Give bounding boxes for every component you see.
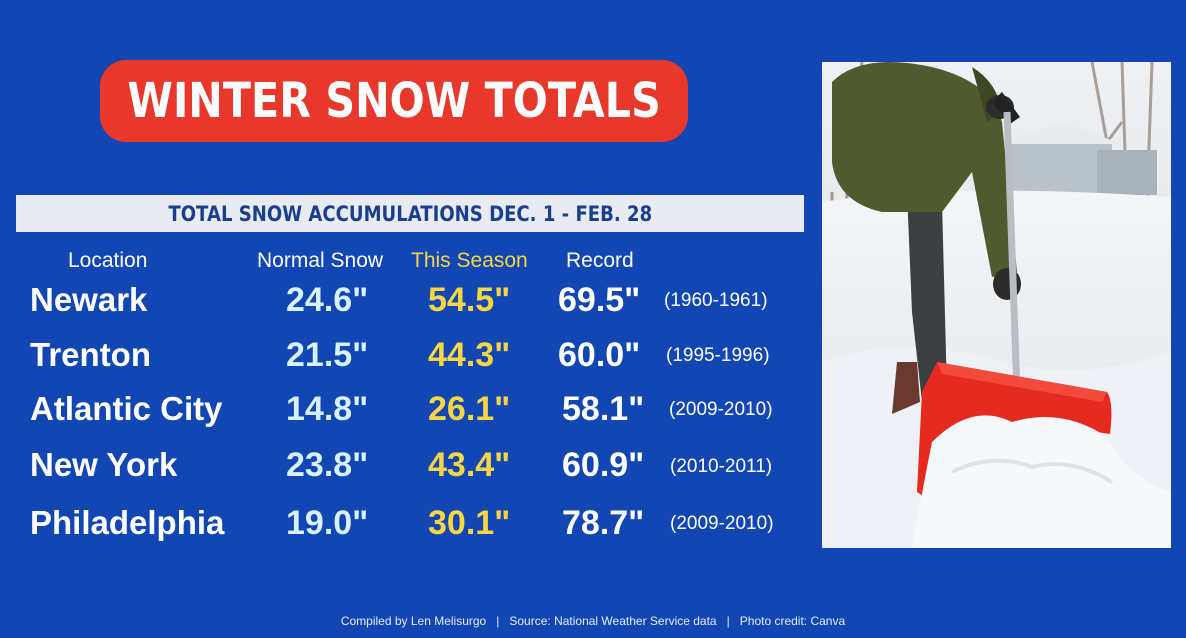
row-years: (2009-2010) (669, 399, 773, 420)
header-normal-snow: Normal Snow (257, 249, 384, 272)
row-years: (2010-2011) (670, 456, 773, 477)
subtitle: TOTAL SNOW ACCUMULATIONS DEC. 1 - FEB. 2… (168, 201, 652, 226)
row-years: (1960-1961) (664, 290, 768, 311)
row-normal: 14.8" (286, 390, 369, 428)
row-location: Philadelphia (30, 504, 225, 541)
header-record: Record (566, 249, 634, 272)
footer-source: Source: National Weather Service data (509, 614, 717, 628)
row-normal: 23.8" (286, 446, 369, 484)
row-record: 69.5" (558, 281, 641, 319)
header-location: Location (68, 249, 148, 272)
table-row: Trenton 21.5" 44.3" 60.0" (0, 336, 810, 388)
row-location: Atlantic City (30, 390, 223, 427)
table-row: New York 23.8" 43.4" 60.9" (0, 446, 810, 498)
row-record: 60.9" (562, 446, 645, 484)
row-normal: 21.5" (286, 336, 369, 374)
row-season: 54.5" (428, 281, 511, 319)
footer-photo-credit: Photo credit: Canva (739, 614, 846, 628)
table-row: Atlantic City 14.8" 26.1" 58.1" (0, 390, 810, 442)
footer-separator: | (496, 614, 500, 628)
row-record: 58.1" (562, 390, 645, 428)
row-years: (1995-1996) (666, 345, 770, 366)
table-row: Newark 24.6" 54.5" 69.5" (0, 281, 810, 333)
row-location: Trenton (30, 336, 151, 373)
row-season: 43.4" (428, 446, 511, 484)
row-record: 60.0" (558, 336, 641, 374)
row-years: (2009-2010) (670, 513, 774, 534)
row-record: 78.7" (562, 504, 645, 542)
subtitle-bar: TOTAL SNOW ACCUMULATIONS DEC. 1 - FEB. 2… (16, 195, 804, 232)
row-season: 30.1" (428, 504, 511, 542)
title-banner: WINTER SNOW TOTALS (100, 60, 688, 142)
footer-credits: Compiled by Len Melisurgo | Source: Nati… (0, 614, 1186, 628)
snow-shovel-photo (822, 62, 1171, 548)
row-normal: 24.6" (286, 281, 369, 319)
row-season: 26.1" (428, 390, 511, 428)
header-this-season: This Season (411, 249, 528, 272)
page-title: WINTER SNOW TOTALS (127, 73, 661, 129)
row-location: Newark (30, 281, 148, 318)
row-location: New York (30, 446, 178, 483)
footer-separator: | (726, 614, 730, 628)
table-row: Philadelphia 19.0" 30.1" 78.7" (0, 504, 810, 556)
row-normal: 19.0" (286, 504, 369, 542)
footer-compiled: Compiled by Len Melisurgo (340, 614, 487, 628)
row-season: 44.3" (428, 336, 511, 374)
